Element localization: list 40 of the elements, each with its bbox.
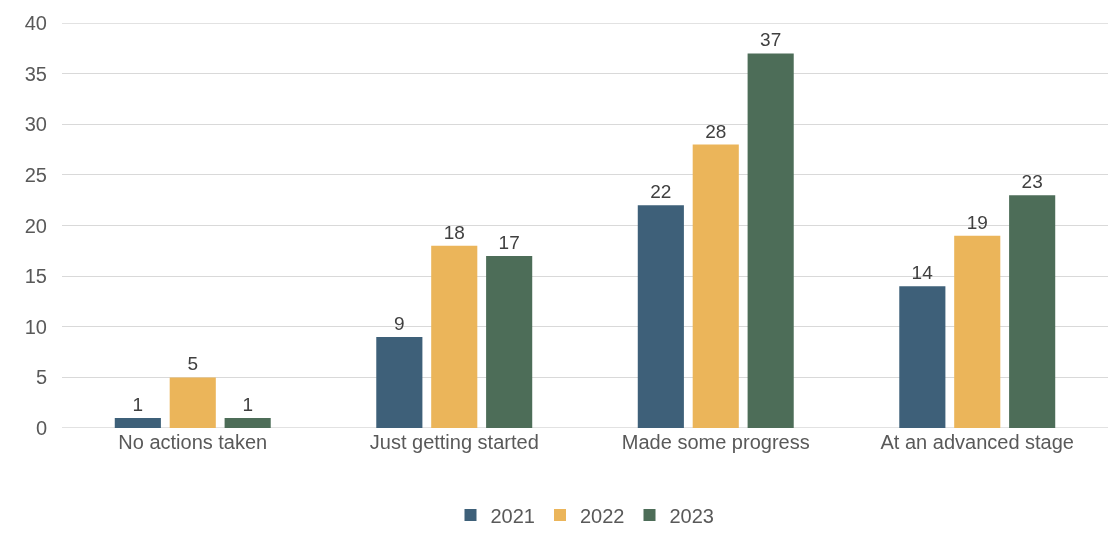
data-label: 9 xyxy=(394,312,405,334)
bar xyxy=(224,417,271,428)
y-tick-label: 0 xyxy=(35,417,47,439)
y-tick-label: 25 xyxy=(24,163,47,186)
bar xyxy=(169,377,216,428)
bar xyxy=(431,245,478,428)
bar xyxy=(486,255,533,428)
bar xyxy=(899,286,946,428)
data-label: 5 xyxy=(187,353,199,375)
y-tick-label: 40 xyxy=(24,12,47,34)
bar xyxy=(954,235,1001,428)
bar xyxy=(692,144,739,428)
y-tick-label: 10 xyxy=(24,315,47,338)
data-label: 14 xyxy=(911,262,934,284)
data-label: 18 xyxy=(443,221,465,243)
legend-label: 2023 xyxy=(669,504,714,527)
x-tick-label: Made some progress xyxy=(621,431,810,453)
legend-label: 2022 xyxy=(580,504,625,527)
data-label: 1 xyxy=(242,393,253,415)
data-label: 19 xyxy=(966,211,988,233)
data-label: 28 xyxy=(705,120,727,142)
x-tick-label: Just getting started xyxy=(369,431,539,453)
bar xyxy=(637,205,684,428)
bar xyxy=(114,417,161,428)
y-tick-label: 15 xyxy=(24,265,47,288)
y-tick-label: 5 xyxy=(35,366,47,389)
bar xyxy=(1009,195,1056,428)
data-label: 1 xyxy=(132,393,144,415)
y-tick-label: 20 xyxy=(24,214,47,237)
data-label: 22 xyxy=(650,181,672,203)
y-tick-label: 35 xyxy=(24,62,47,85)
y-tick-label: 30 xyxy=(24,113,47,136)
bar xyxy=(747,53,794,428)
x-tick-label: No actions taken xyxy=(118,431,268,453)
data-label: 23 xyxy=(1021,171,1043,193)
x-tick-label: At an advanced stage xyxy=(880,431,1074,453)
data-label: 17 xyxy=(498,231,520,253)
data-label: 37 xyxy=(760,29,782,51)
bar xyxy=(376,336,423,428)
legend-label: 2021 xyxy=(490,504,535,527)
